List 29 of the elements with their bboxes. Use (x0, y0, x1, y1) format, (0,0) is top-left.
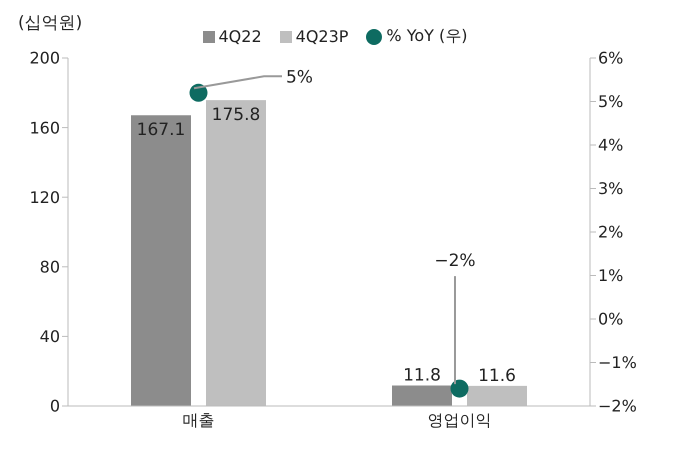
y2-tick-label: 1% (598, 266, 624, 286)
data-label: 5% (286, 67, 313, 88)
y-tick-label: 160 (29, 118, 60, 138)
y-tick-label: 200 (29, 48, 60, 68)
data-label: 167.1 (136, 120, 186, 140)
y2-tick-label: 4% (598, 136, 624, 155)
x-tick-label: 영업이익 (428, 410, 492, 430)
bar (131, 115, 191, 406)
legend-label: % YoY (우) (385, 26, 468, 47)
y-tick-label: 40 (40, 327, 60, 346)
data-label: −2% (434, 251, 476, 272)
y-axis-title: (십억원) (18, 13, 82, 33)
y-tick-label: 0 (50, 396, 60, 416)
y2-tick-label: −1% (598, 353, 637, 372)
bar (392, 385, 452, 406)
data-label: 175.8 (212, 105, 260, 126)
y2-tick-label: 6% (598, 48, 624, 68)
data-label: 11.6 (478, 366, 516, 386)
y2-tick-label: 5% (598, 92, 624, 112)
x-tick-label: 매출 (182, 410, 214, 430)
y2-tick-label: −2% (598, 396, 637, 416)
y2-tick-label: 2% (598, 222, 624, 242)
y2-tick-label: 3% (598, 179, 624, 198)
legend-label: 4Q23P (294, 26, 348, 47)
y-tick-label: 80 (40, 257, 60, 276)
y-tick-label: 120 (29, 188, 60, 207)
y2-tick-label: 0% (598, 310, 624, 329)
legend-label: 4Q22 (218, 26, 262, 47)
data-label: 11.8 (403, 365, 441, 386)
